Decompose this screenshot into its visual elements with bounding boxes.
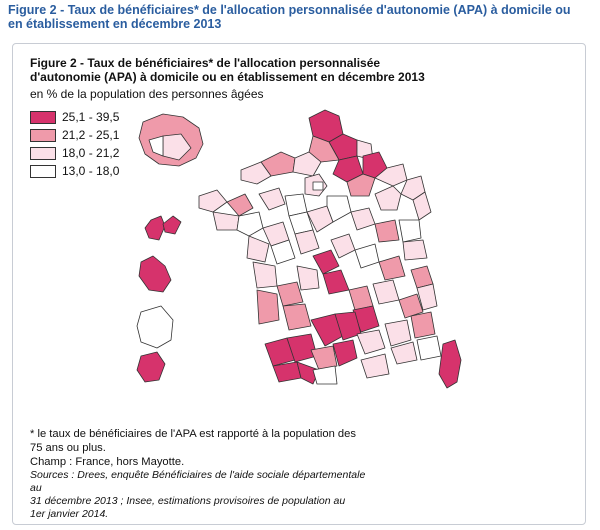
department-region	[330, 233, 356, 259]
legend-swatch	[30, 110, 56, 124]
department-region	[294, 229, 320, 255]
department-region	[198, 189, 228, 213]
department-region	[256, 289, 280, 325]
figure-panel: Figure 2 - Taux de bénéficiaires* de l'a…	[12, 43, 586, 525]
department-region	[296, 265, 320, 291]
department-region	[310, 345, 338, 371]
department-region	[282, 303, 312, 331]
page-title: Figure 2 - Taux de bénéficiaires* de l'a…	[8, 3, 571, 31]
department-region	[384, 319, 412, 347]
department-region	[246, 235, 270, 263]
legend-swatch	[30, 164, 56, 178]
department-region	[276, 281, 304, 307]
figure-title: Figure 2 - Taux de bénéficiaires* de l'a…	[30, 56, 430, 84]
department-region	[212, 211, 240, 231]
note-line: 75 ans ou plus.	[30, 442, 106, 454]
department-region	[360, 353, 390, 379]
reunion-island	[138, 113, 204, 167]
department-region	[416, 335, 442, 361]
department-region	[226, 193, 254, 217]
department-region	[148, 135, 164, 157]
department-region	[390, 341, 418, 365]
guadeloupe-island	[144, 215, 182, 241]
department-region	[240, 161, 272, 185]
department-region	[354, 243, 380, 269]
department-region	[346, 173, 376, 197]
department-region	[312, 249, 340, 275]
department-region	[144, 215, 166, 241]
department-region	[312, 365, 338, 385]
legend-swatch	[30, 128, 56, 142]
department-region	[272, 361, 302, 383]
sources-line: 31 décembre 2013 ; Insee, estimations pr…	[30, 495, 346, 507]
department-region	[416, 283, 438, 311]
figure-subtitle: en % de la population des personnes âgée…	[30, 87, 264, 101]
choropleth-map	[136, 109, 462, 389]
guyane-territory	[136, 305, 174, 349]
department-region	[398, 219, 422, 243]
legend-label: 21,2 - 25,1	[62, 128, 120, 142]
department-region	[270, 239, 296, 265]
department-region	[374, 163, 408, 187]
department-region	[374, 219, 400, 243]
legend-item: 13,0 - 18,0	[30, 162, 119, 180]
department-region	[322, 269, 350, 295]
department-region	[162, 215, 182, 235]
department-region	[136, 305, 174, 349]
martinique-island	[138, 255, 172, 293]
legend-label: 25,1 - 39,5	[62, 110, 120, 124]
legend-label: 13,0 - 18,0	[62, 164, 120, 178]
sources-line: Sources : Drees, enquête Bénéficiaires d…	[30, 469, 366, 494]
department-region	[356, 329, 386, 355]
department-region	[308, 135, 340, 163]
note-line: * le taux de bénéficiaires de l'APA est …	[30, 428, 356, 440]
department-region	[138, 255, 172, 293]
legend-label: 18,0 - 21,2	[62, 146, 120, 160]
department-region	[326, 195, 352, 223]
department-region	[292, 151, 322, 177]
sources-line: 1er janvier 2014.	[30, 508, 109, 520]
department-region	[372, 279, 400, 305]
department-region	[252, 261, 278, 289]
department-region	[236, 211, 264, 237]
department-region	[438, 339, 462, 389]
legend-item: 25,1 - 39,5	[30, 108, 119, 126]
department-region	[258, 187, 286, 211]
figure-title-line-2: d'autonomie (APA) à domicile ou en établ…	[30, 70, 425, 84]
overseas-island-south	[136, 351, 166, 383]
department-region	[332, 339, 358, 367]
department-region	[350, 207, 376, 231]
figure-title-line-1: Figure 2 - Taux de bénéficiaires* de l'a…	[30, 56, 381, 70]
department-region	[374, 185, 402, 211]
department-region	[410, 311, 436, 339]
map-legend: 25,1 - 39,5 21,2 - 25,1 18,0 - 21,2 13,0…	[30, 108, 119, 180]
department-region	[398, 293, 424, 319]
department-region	[296, 361, 320, 385]
legend-swatch	[30, 146, 56, 160]
map-notes: * le taux de bénéficiaires de l'APA est …	[30, 427, 370, 521]
legend-item: 21,2 - 25,1	[30, 126, 119, 144]
department-region	[378, 255, 406, 281]
legend-item: 18,0 - 21,2	[30, 144, 119, 162]
department-region	[312, 181, 324, 191]
department-region	[402, 239, 428, 261]
department-region	[136, 351, 166, 383]
department-region	[412, 191, 432, 221]
france-metropole	[198, 109, 462, 389]
note-line: Champ : France, hors Mayotte.	[30, 456, 185, 468]
